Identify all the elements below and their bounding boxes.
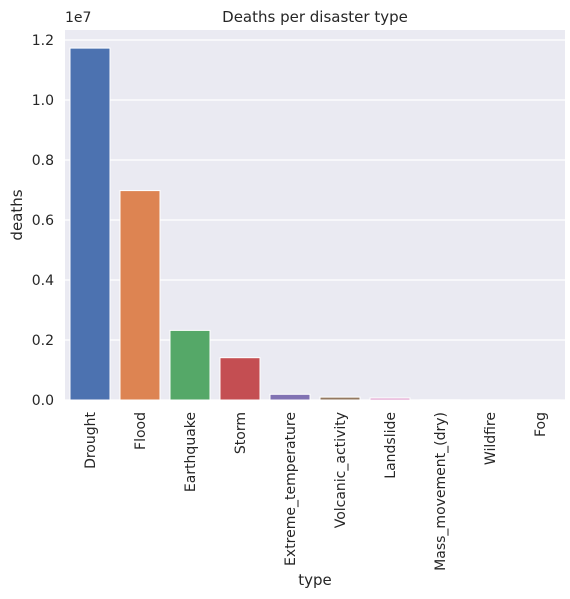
x-tick-labels: Drought Flood Earthquake Storm Extreme_tempe… <box>83 411 549 570</box>
y-tick-label: 1.2 <box>32 33 54 49</box>
x-tick-label: Volcanic_activity <box>333 412 349 528</box>
x-tick-label: Flood <box>133 412 149 450</box>
x-axis-title: type <box>298 571 332 589</box>
bar-extreme-temperature <box>269 393 311 401</box>
y-tick-label: 0.2 <box>32 333 54 349</box>
x-tick-label: Drought <box>83 411 99 468</box>
x-tick-label: Wildfire <box>483 412 499 465</box>
x-tick-label: Landslide <box>383 412 399 479</box>
bar-storm <box>219 357 261 401</box>
y-axis-title: deaths <box>8 189 26 240</box>
x-tick-label: Extreme_temperature <box>283 412 299 566</box>
bar-drought <box>69 47 111 401</box>
x-tick-label: Storm <box>233 412 249 454</box>
y-tick-label: 1.0 <box>32 93 54 109</box>
y-tick-labels: 0.0 0.2 0.4 0.6 0.8 1.0 1.2 <box>32 33 54 409</box>
y-tick-label: 0.0 <box>32 393 54 409</box>
y-tick-label: 0.6 <box>32 213 54 229</box>
x-tick-label: Mass_movement_(dry) <box>433 412 449 571</box>
chart-title: Deaths per disaster type <box>222 8 408 26</box>
bar-volcanic-activity <box>319 396 361 401</box>
bar-landslide <box>369 397 411 401</box>
bar-flood <box>119 190 161 401</box>
x-tick-label: Fog <box>533 412 549 437</box>
y-tick-label: 0.8 <box>32 153 54 169</box>
bar-earthquake <box>169 329 211 401</box>
x-tick-label: Earthquake <box>183 412 199 492</box>
y-tick-label: 0.4 <box>32 273 54 289</box>
bars <box>69 47 561 401</box>
y-offset-label: 1e7 <box>65 10 91 26</box>
